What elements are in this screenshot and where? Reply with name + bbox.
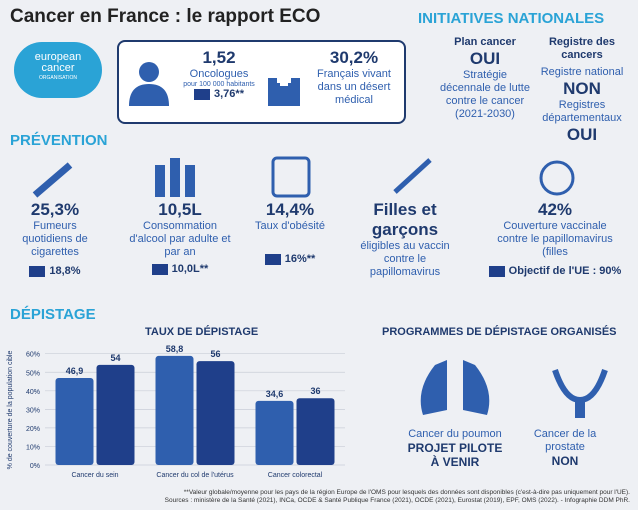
y-tick-label: 0% xyxy=(30,463,40,470)
prev-value: Filles et garçons xyxy=(371,200,439,239)
programme-label: Cancer du poumon xyxy=(408,428,502,440)
stat-label: Français vivant dans un désert médical xyxy=(317,68,391,106)
y-tick-label: 20% xyxy=(26,426,40,433)
programmes-title: PROGRAMMES DE DÉPISTAGE ORGANISÉS xyxy=(382,326,617,338)
bar xyxy=(55,378,94,465)
x-tick-label: Cancer du sein xyxy=(71,472,118,479)
eu-value: 16%** xyxy=(284,253,316,265)
section-heading: PRÉVENTION xyxy=(10,132,108,149)
eu-value: 18,8% xyxy=(49,265,81,277)
answer: OUI xyxy=(566,125,598,144)
programme-status: PROJET PILOTE À VENIR xyxy=(407,441,503,469)
initiative-title: Registre des cancers xyxy=(548,36,616,61)
footnote: Sources : ministère de la Santé (2021), … xyxy=(164,497,630,504)
detail: Registre national xyxy=(540,66,624,78)
x-tick-label: Cancer colorectal xyxy=(268,472,323,479)
programme-label: Cancer de la prostate xyxy=(533,428,597,453)
eu-value: Objectif de l'UE : 90% xyxy=(508,265,622,277)
stats-box: 1,52 Oncologues pour 100 000 habitants 3,76… xyxy=(117,40,406,124)
y-tick-label: 60% xyxy=(26,352,40,359)
logo-text: ORGANISATION xyxy=(39,75,77,81)
answer: OUI xyxy=(469,49,501,68)
bar xyxy=(155,355,194,465)
footnotes: **Valeur globale/moyenne pour les pays d… xyxy=(0,489,630,505)
chart: % de couverture de la population cible 0… xyxy=(7,344,345,479)
prev-value: 14,4% xyxy=(265,200,315,219)
prev-label: Taux d'obésité xyxy=(255,220,325,232)
value-label: 36 xyxy=(310,386,320,396)
prevention-icons xyxy=(32,156,575,198)
stat-sub: pour 100 000 habitants xyxy=(183,81,255,88)
value-label: 58,8 xyxy=(166,344,184,354)
y-tick-label: 30% xyxy=(26,407,40,414)
logo: european cancer ORGANISATION xyxy=(14,42,102,98)
y-axis-label: % de couverture de la population cible xyxy=(7,351,14,470)
hospital-icon xyxy=(268,72,300,106)
logo-text: cancer xyxy=(41,62,75,74)
y-tick-label: 10% xyxy=(26,444,40,451)
prev-label: éligibles au vaccin contre le papillomav… xyxy=(360,240,450,278)
section-heading: DÉPISTAGE xyxy=(10,306,96,323)
prev-value: 42% xyxy=(537,200,573,219)
eu-value: 3,76** xyxy=(214,88,244,100)
footnote: **Valeur globale/moyenne pour les pays d… xyxy=(183,489,630,496)
bar xyxy=(96,364,135,465)
bar xyxy=(296,398,335,465)
title: Cancer en France : le rapport ECO xyxy=(10,6,321,27)
chart-title: TAUX DE DÉPISTAGE xyxy=(145,326,259,338)
answer: NON xyxy=(563,79,601,98)
stat-label: Oncologues xyxy=(189,68,249,80)
value-label: 34,6 xyxy=(266,389,284,399)
y-tick-label: 40% xyxy=(26,389,40,396)
section-heading: INITIATIVES NATIONALES xyxy=(418,10,605,27)
eu-value: 10,0L** xyxy=(171,263,209,275)
prev-label: Fumeurs quotidiens de cigarettes xyxy=(22,220,88,258)
prev-label: Consommation d'alcool par adulte et par … xyxy=(129,220,231,258)
value-label: 54 xyxy=(110,353,120,363)
doctor-icon xyxy=(129,62,169,106)
initiative-title: Plan cancer xyxy=(454,36,516,48)
programme-status: NON xyxy=(551,454,579,468)
prev-value: 25,3% xyxy=(30,200,80,219)
bar xyxy=(255,400,294,465)
y-tick-label: 50% xyxy=(26,370,40,377)
bar xyxy=(196,361,235,465)
prev-value: 10,5L xyxy=(158,200,202,219)
prev-label: Couverture vaccinale contre le papilloma… xyxy=(497,220,613,258)
x-tick-label: Cancer du col de l'utérus xyxy=(156,472,234,479)
detail: Stratégie décennale de lutte contre le c… xyxy=(440,69,530,120)
stat-value: 30,2% xyxy=(329,48,379,67)
organ-icons xyxy=(420,360,608,418)
value-label: 56 xyxy=(210,349,220,359)
logo-text: european xyxy=(34,51,82,63)
value-label: 46,9 xyxy=(66,366,84,376)
detail: Registres départementaux xyxy=(542,99,622,124)
stat-value: 1,52 xyxy=(202,48,236,67)
